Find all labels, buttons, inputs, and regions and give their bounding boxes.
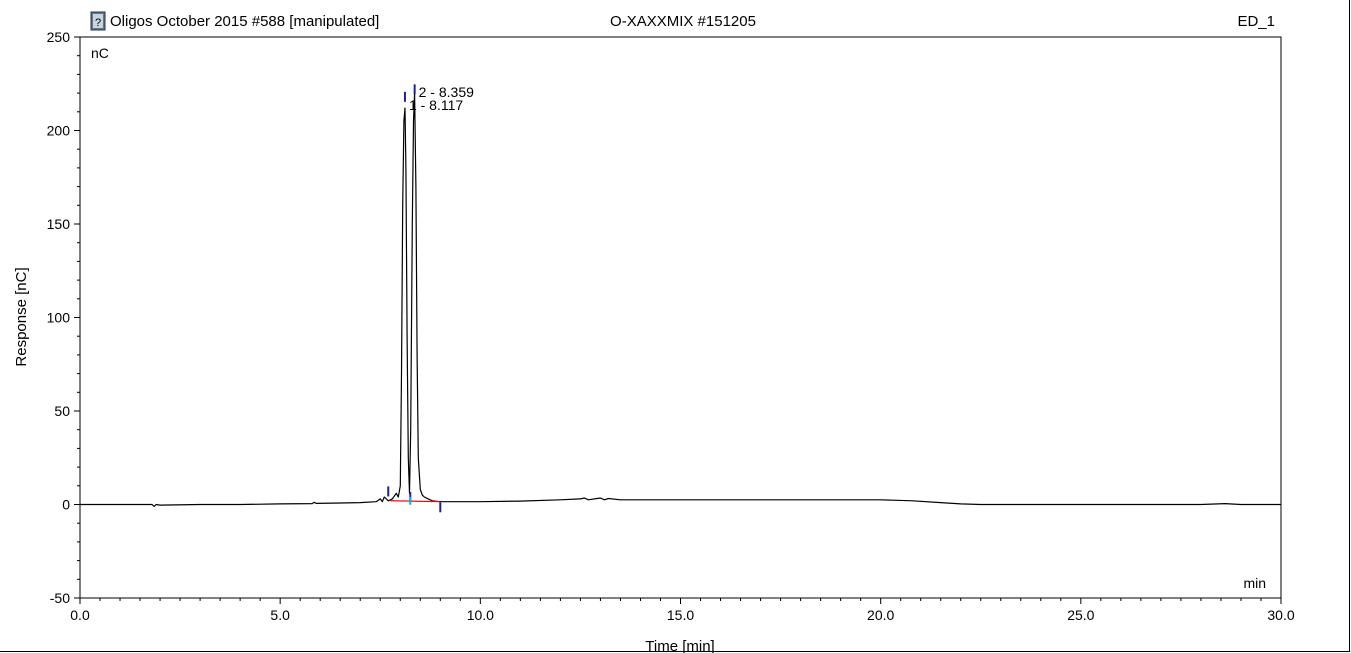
- y-unit-label: nC: [91, 45, 109, 61]
- y-tick-label: 150: [47, 216, 71, 232]
- axis-ticks: -50 0 50 100 150 200 250 0.0 5.0 10.0 15.0 20.0 25.0…: [47, 29, 1295, 623]
- y-tick-label: 0: [62, 497, 70, 513]
- plot-area: [79, 36, 1282, 599]
- x-tick-label: 30.0: [1267, 607, 1294, 623]
- peak-markers: [387, 84, 442, 513]
- peak-label: 1 - 8.117: [409, 97, 463, 113]
- y-tick-label: -50: [50, 590, 70, 606]
- header-title-right: ED_1: [1237, 13, 1275, 30]
- x-tick-label: 10.0: [467, 607, 494, 623]
- peak-label: 2 - 8.359: [419, 84, 474, 100]
- x-tick-label: 25.0: [1067, 607, 1094, 623]
- x-tick-label: 0.0: [70, 607, 90, 623]
- y-axis-title: Response [nC]: [13, 267, 30, 366]
- x-unit-label: min: [1243, 575, 1266, 591]
- x-tick-label: 20.0: [867, 607, 894, 623]
- x-axis-title: Time [min]: [645, 638, 714, 653]
- y-tick-label: 50: [54, 403, 70, 419]
- y-tick-label: 100: [47, 310, 71, 326]
- y-tick-label: 200: [47, 123, 71, 139]
- x-tick-label: 5.0: [270, 607, 290, 623]
- chromatogram-trace: [80, 92, 1281, 507]
- x-tick-label: 15.0: [667, 607, 694, 623]
- svg-text:?: ?: [95, 17, 101, 29]
- y-tick-label: 250: [47, 29, 71, 45]
- header-title-left: Oligos October 2015 #588 [manipulated]: [110, 13, 379, 30]
- series-layer: [80, 92, 1281, 507]
- peak-baseline: [390, 500, 441, 503]
- document-question-icon: ?: [90, 11, 106, 31]
- header-title-center: O-XAXXMIX #151205: [610, 13, 756, 30]
